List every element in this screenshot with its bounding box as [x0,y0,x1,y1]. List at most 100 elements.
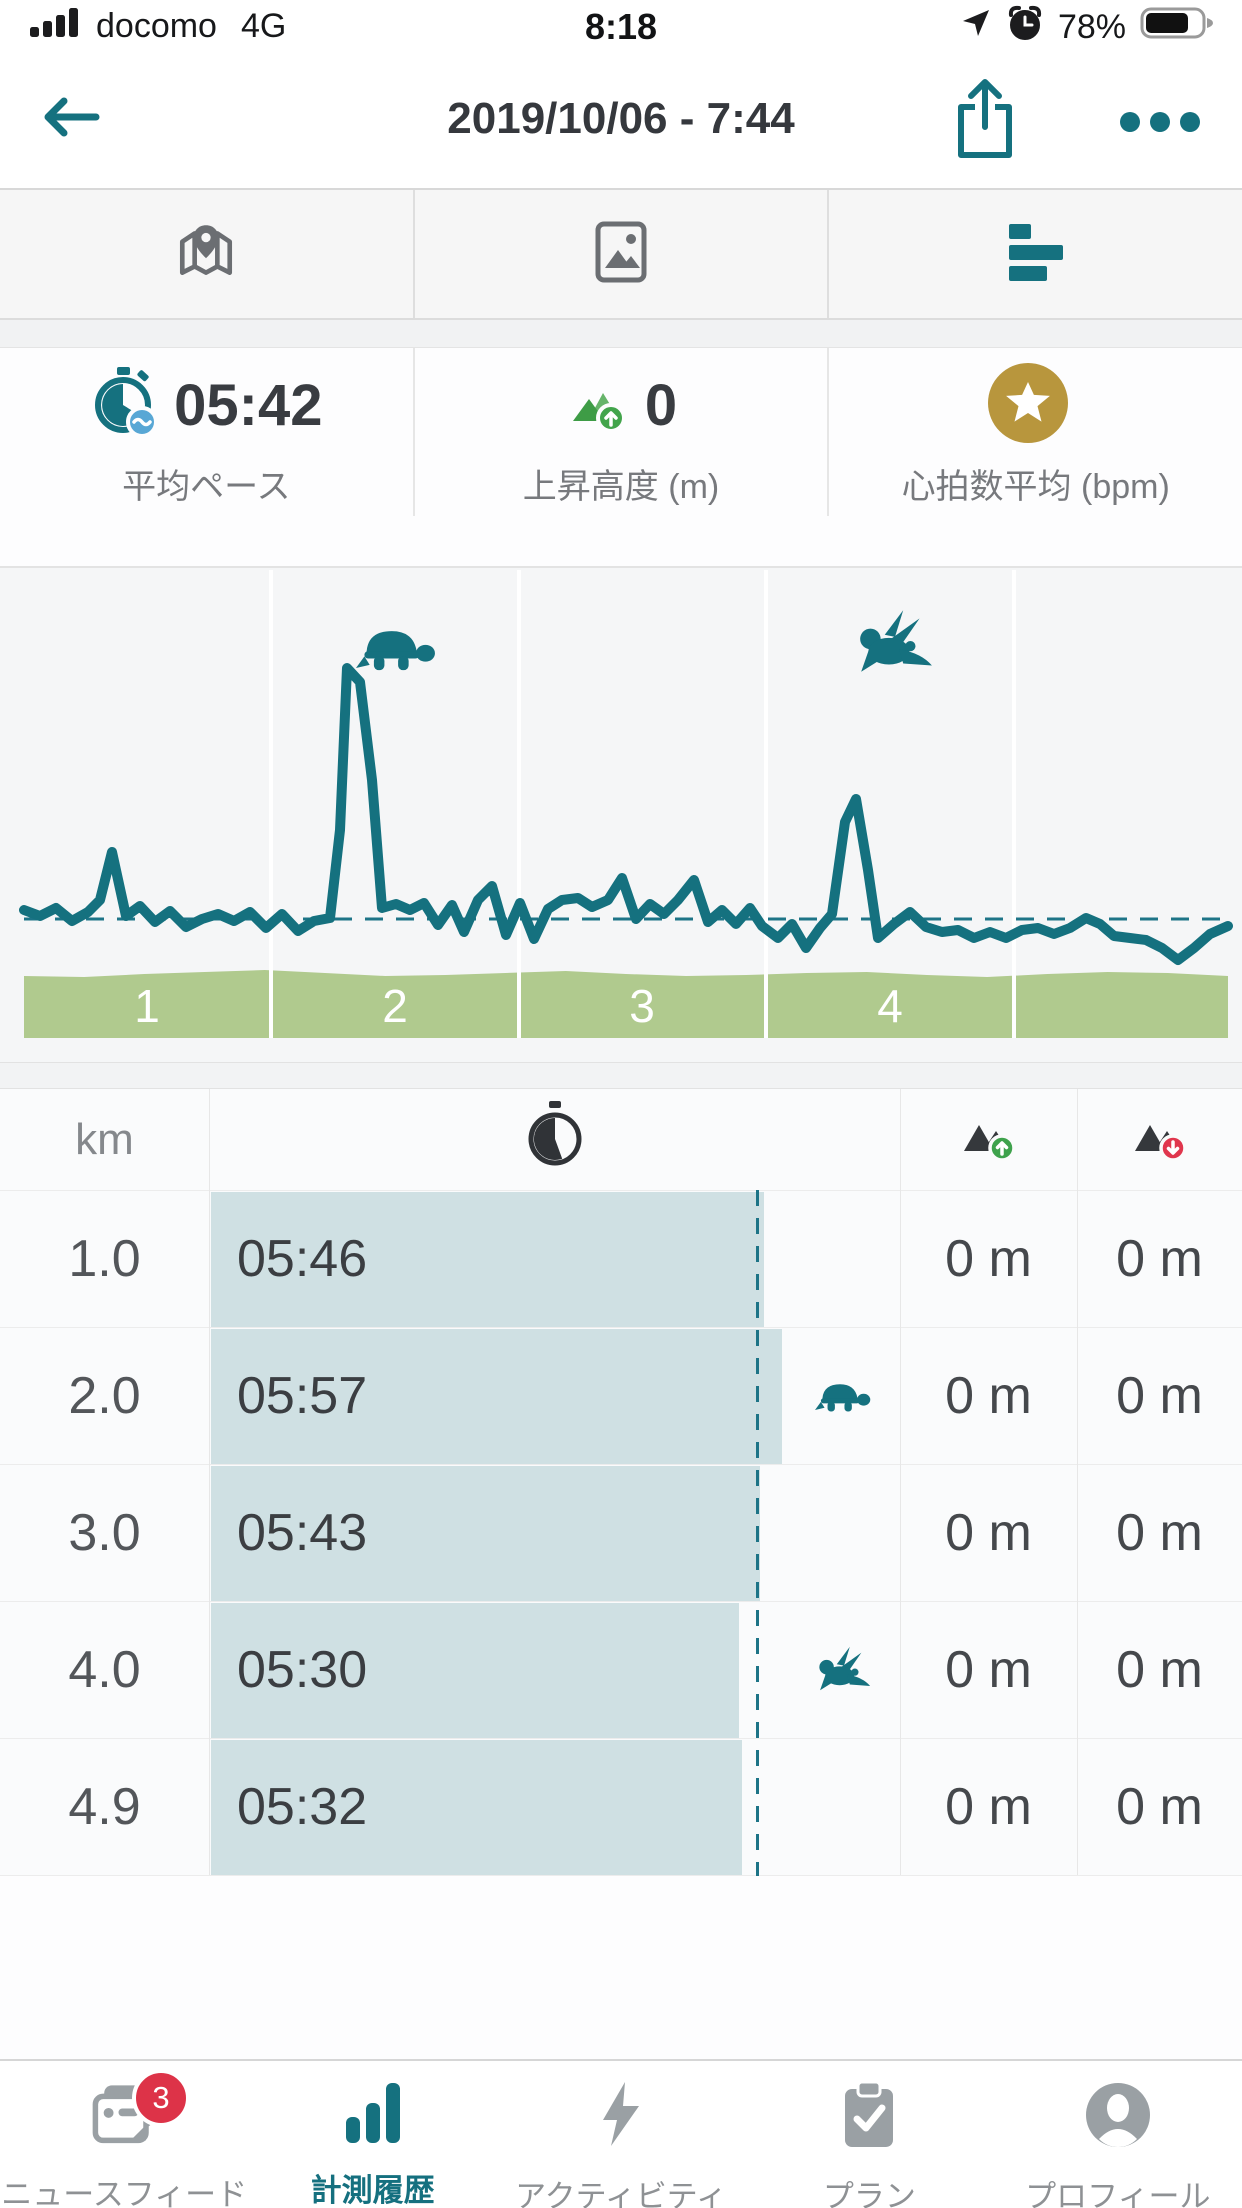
heart-rate-star-icon [986,361,1070,450]
pace-bar [211,1740,742,1875]
ascent-column-header [900,1089,1077,1190]
nav-plan[interactable]: プラン [745,2061,993,2208]
ascent-value: 0 m [945,1504,1032,1562]
km-marker-1: 1 [134,980,160,1032]
split-row-1: 1.0 05:46 0 m 0 m [0,1190,1242,1327]
average-pace-value: 05:42 [174,373,323,438]
descent-value: 0 m [1116,1641,1203,1699]
split-row-3: 3.0 05:43 0 m 0 m [0,1464,1242,1601]
nav-profile-label: プロフィール [1025,2179,1211,2208]
section-divider [0,320,1242,348]
share-icon [953,75,1017,168]
pace-chart-svg [19,570,1233,1038]
km-value: 2.0 [68,1367,141,1425]
km-value: 1.0 [68,1230,141,1288]
alarm-icon [1006,4,1044,51]
lightning-icon [597,2081,645,2149]
battery-fill [1146,13,1188,33]
descent-value: 0 m [1116,1230,1203,1288]
pace-value: 05:30 [237,1641,368,1699]
stat-heart-rate: 心拍数平均 (bpm) [829,348,1242,516]
photo-icon [593,219,649,290]
splits-table: km [0,1089,1242,1876]
pace-chart: 1 2 3 4 [0,566,1242,1062]
pace-value: 05:46 [237,1230,368,1288]
turtle-icon [815,1328,871,1464]
nav-newsfeed-label: ニュースフィード [1,2177,248,2208]
map-icon [173,219,239,290]
elevation-mountain-icon [565,373,629,438]
more-menu-button[interactable] [1110,94,1210,154]
clock-label: 8:18 [584,6,658,47]
nav-history-label: 計測履歴 [310,2173,435,2208]
media-tab-bar [0,190,1242,320]
km-gridlines [269,570,1016,1038]
mountain-down-icon [1131,1107,1189,1172]
pace-bar [211,1603,739,1738]
km-value: 4.9 [68,1778,141,1836]
nav-activity[interactable]: アクティビティ [497,2061,745,2208]
average-pace-dashed-line [756,1190,759,1876]
ascent-value: 0 m [945,1367,1032,1425]
heart-rate-label: 心拍数平均 (bpm) [901,467,1170,506]
pace-value: 05:57 [237,1367,368,1425]
split-row-5: 4.9 05:32 0 m 0 m [0,1738,1242,1875]
header: 2019/10/06 - 7:44 [0,44,1242,190]
ascent-value: 0 m [945,1641,1032,1699]
splits-table-header: km [0,1089,1242,1190]
elevation-band [24,970,1228,1038]
average-pace-label: 平均ペース [122,467,291,506]
share-button[interactable] [945,74,1025,169]
pace-line [19,663,1233,965]
elevation-gain-value: 0 [644,373,678,438]
ascent-value: 0 m [945,1778,1032,1836]
split-row-4: 4.0 05:30 0 m 0 m [0,1601,1242,1738]
signal-strength-icon [30,4,82,49]
nav-profile[interactable]: プロフィール [994,2061,1242,2208]
tab-map[interactable] [0,190,415,318]
carrier-label: docomo [96,7,217,45]
battery-percent-label: 78% [1057,8,1126,46]
km-marker-3: 3 [629,980,655,1032]
stat-elevation-gain: 0 上昇高度 (m) [415,348,830,516]
km-marker-4: 4 [877,980,903,1032]
back-button[interactable] [40,84,120,154]
km-value: 4.0 [68,1641,141,1699]
pace-bar [211,1329,782,1464]
rabbit-icon [815,1602,873,1738]
stat-average-pace: 05:42 平均ペース [0,348,415,516]
pace-value: 05:43 [237,1504,368,1562]
tab-splits[interactable] [829,190,1242,318]
band-gridline-gaps [269,966,1016,1038]
summary-stats: 05:42 平均ペース 0 上昇高度 (m) [0,348,1242,516]
descent-value: 0 m [1116,1778,1203,1836]
pace-value: 05:32 [237,1778,368,1836]
network-type-label: 4G [240,7,287,45]
pace-bar [211,1192,764,1327]
profile-icon [1084,2081,1152,2149]
battery-icon [1140,5,1216,50]
nav-plan-label: プラン [822,2179,916,2208]
km-marker-2: 2 [382,980,408,1032]
km-value: 3.0 [68,1504,141,1562]
clipboard-check-icon [840,2081,898,2149]
descent-value: 0 m [1116,1367,1203,1425]
page-title: 2019/10/06 - 7:44 [447,94,795,143]
elevation-gain-label: 上昇高度 (m) [522,467,720,506]
nav-activity-label: アクティビティ [515,2179,727,2208]
pace-stopwatch-icon [90,367,159,444]
ellipsis-icon [1118,110,1202,139]
nav-history[interactable]: 計測履歴 [248,2061,496,2208]
km-column-header: km [75,1114,134,1164]
status-bar: docomo 4G 8:18 78% [0,0,1242,47]
splits-icon [1003,222,1069,287]
location-services-icon [960,7,992,48]
nav-newsfeed[interactable]: 3 ニュースフィード [0,2061,248,2208]
bottom-nav: 3 ニュースフィード 計測履歴 アクティビティ [0,2059,1242,2208]
stopwatch-icon [525,1101,585,1178]
tab-photos[interactable] [415,190,830,318]
split-row-2: 2.0 05:57 0 m 0 m [0,1327,1242,1464]
descent-value: 0 m [1116,1504,1203,1562]
mountain-up-icon [960,1107,1018,1172]
